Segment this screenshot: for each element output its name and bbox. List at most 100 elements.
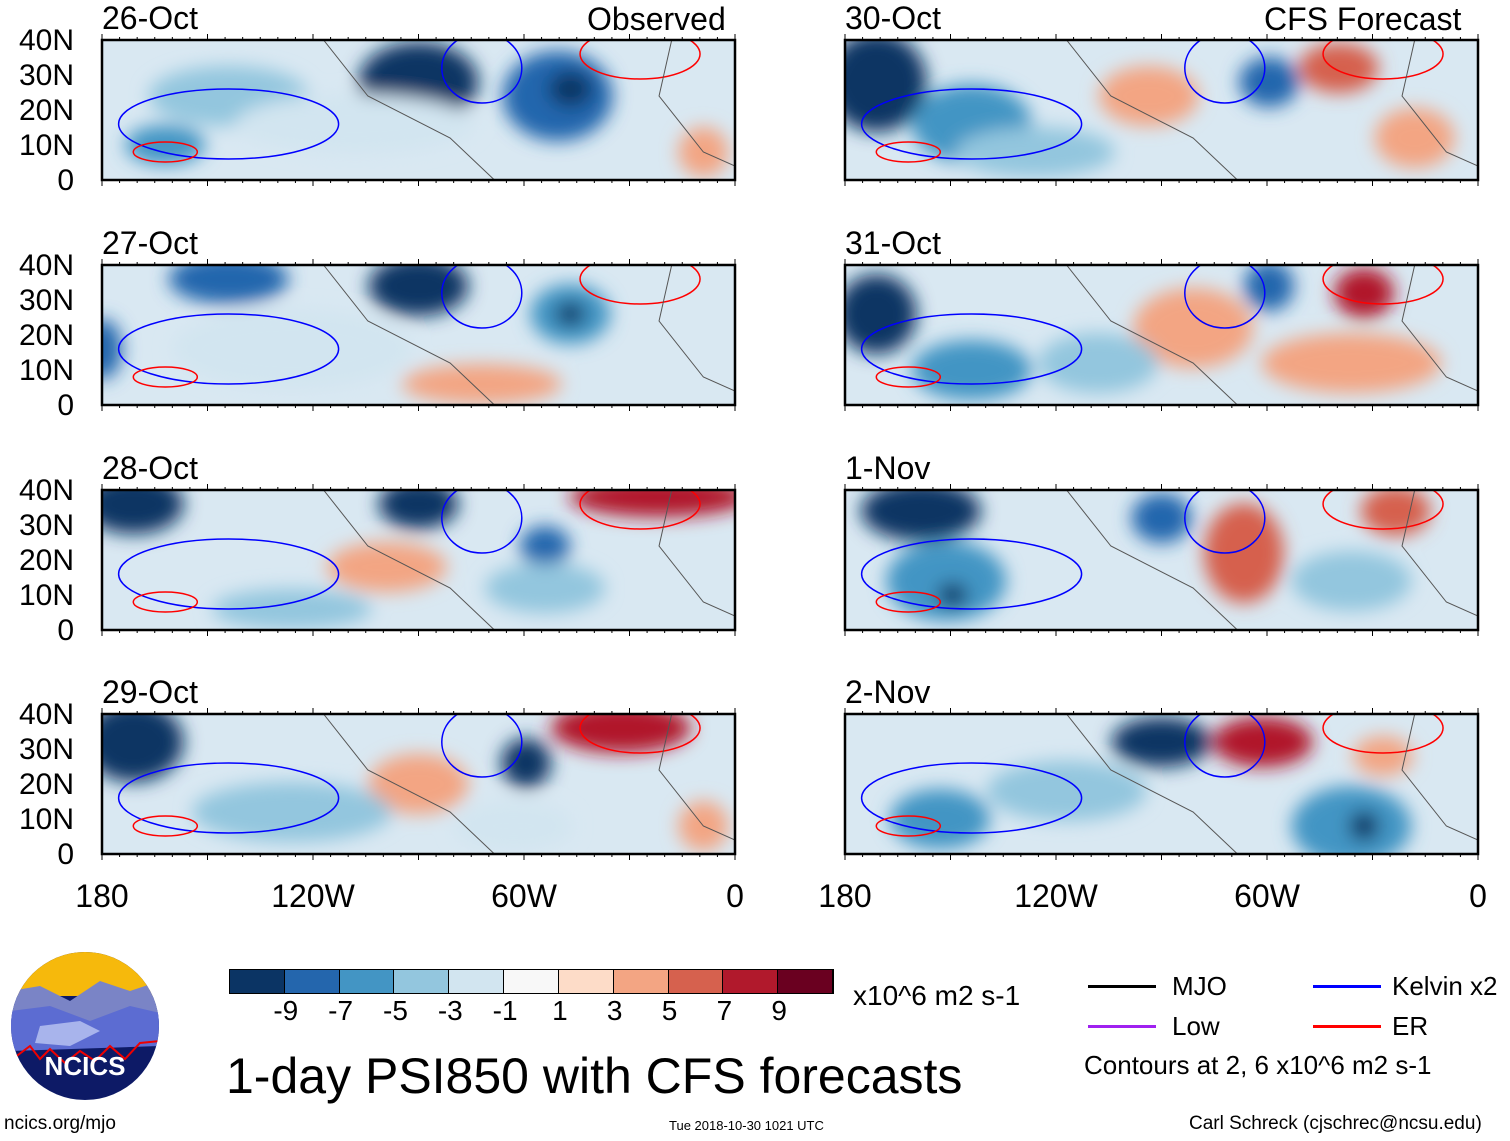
shading-blob (453, 801, 574, 851)
kelvin-contour (1184, 490, 1266, 554)
map-panel-observed-2 (100, 259, 737, 411)
shading-blob (1353, 736, 1414, 776)
shading-blob (171, 309, 412, 389)
legend-low-line (1088, 1025, 1156, 1028)
shading-blob (1212, 717, 1313, 767)
footer-url[interactable]: ncics.org/mjo (4, 1113, 116, 1134)
er-contour (132, 141, 199, 163)
y-tick-label: 0 (57, 164, 74, 197)
map-panel-observed-3 (100, 484, 737, 636)
map-panel-observed-4 (100, 708, 737, 860)
kelvin-contour (860, 762, 1083, 834)
y-tick-label: 20N (18, 544, 74, 577)
er-contour (579, 714, 701, 754)
colorbar-label: -7 (328, 995, 354, 1026)
legend-mjo-label: MJO (1172, 971, 1227, 1001)
coastline (1401, 714, 1478, 841)
shading-blob (886, 541, 1007, 621)
legend-mjo-line (1088, 985, 1156, 988)
colorbar-label: 7 (716, 995, 733, 1026)
colorbar-swatch (504, 970, 559, 993)
y-tick-label: 10N (18, 129, 74, 162)
x-tick-label: 120W (271, 878, 355, 914)
coastline (323, 265, 495, 405)
y-tick-label: 0 (57, 838, 74, 871)
map-panel-forecast-2 (843, 259, 1480, 411)
kelvin-contour (441, 490, 523, 554)
legend-kelvin-line (1313, 985, 1381, 988)
shading-blob (1203, 503, 1284, 603)
er-contour (132, 591, 199, 613)
kelvin-contour (860, 538, 1083, 610)
coastline (1066, 490, 1238, 630)
coastline (323, 40, 495, 180)
kelvin-contour (117, 538, 340, 610)
shading-blob (845, 40, 927, 132)
er-contour (1322, 40, 1444, 80)
shading-blob (569, 490, 735, 517)
kelvin-contour (117, 88, 340, 160)
colorbar-swatch (778, 970, 833, 993)
y-tick-label: 10N (18, 579, 74, 612)
shading-blob (520, 526, 571, 566)
coastline (323, 490, 495, 630)
legend-kelvin-label: Kelvin x2 (1392, 971, 1498, 1001)
y-tick-label: 30N (18, 284, 74, 317)
shading-blob (235, 94, 476, 154)
ncics-logo: NCICS (11, 952, 159, 1100)
legend-er-label: ER (1392, 1011, 1429, 1041)
y-tick-label: 0 (57, 389, 74, 422)
er-contour (1322, 490, 1444, 530)
y-tick-label: 30N (18, 509, 74, 542)
shading-blob (937, 583, 968, 607)
observed-header: Observed (587, 1, 726, 37)
shading-blob (1111, 717, 1212, 767)
shading-blob (1334, 268, 1395, 318)
colorbar-label: 9 (771, 995, 787, 1026)
x-tick-label: 0 (726, 878, 744, 914)
footer-timestamp: Tue 2018-10-30 1021 UTC (669, 1118, 824, 1133)
coastline (658, 490, 735, 617)
colorbar-swatch (558, 970, 614, 993)
x-tick-label: 60W (491, 878, 557, 914)
legend-low-label: Low (1172, 1011, 1220, 1041)
x-tick-label: 120W (1014, 878, 1098, 914)
er-contour (579, 490, 701, 530)
coastline (1066, 714, 1238, 854)
shading-blob (211, 589, 372, 629)
kelvin-contour (860, 88, 1083, 160)
er-contour (579, 265, 701, 305)
er-contour (579, 40, 701, 80)
y-tick-label: 30N (18, 59, 74, 92)
kelvin-contour (860, 313, 1083, 385)
colorbar-units: x10^6 m2 s-1 (853, 980, 1021, 1011)
shading-blob (102, 319, 122, 379)
shading-blob (168, 265, 289, 304)
shading-blob (548, 71, 593, 107)
shading-blob (501, 738, 552, 788)
shading-blob (326, 542, 447, 592)
colorbar-label: 1 (552, 995, 568, 1026)
panel-date: 2-Nov (845, 674, 931, 710)
legend-er-line (1313, 1025, 1381, 1028)
shading-blob (191, 782, 392, 842)
colorbar-swatch (613, 970, 669, 993)
shading-blob (102, 714, 184, 782)
shading-blob (1261, 333, 1442, 393)
shading-blob (551, 714, 692, 753)
shading-blob (845, 274, 917, 354)
y-tick-label: 40N (18, 249, 74, 282)
kelvin-contour (1184, 40, 1266, 104)
x-tick-label: 0 (1469, 878, 1487, 914)
map-panel-forecast-1 (843, 34, 1480, 186)
panel-date: 31-Oct (845, 225, 942, 261)
y-tick-label: 30N (18, 733, 74, 766)
logo-text: NCICS (45, 1051, 126, 1081)
contour-note: Contours at 2, 6 x10^6 m2 s-1 (1084, 1050, 1432, 1080)
map-panel-forecast-3 (843, 484, 1480, 636)
coastline (658, 714, 735, 841)
kelvin-contour (117, 313, 340, 385)
shading-blob (485, 563, 606, 613)
shading-blob (1098, 66, 1199, 126)
panel-date: 27-Oct (102, 225, 199, 261)
